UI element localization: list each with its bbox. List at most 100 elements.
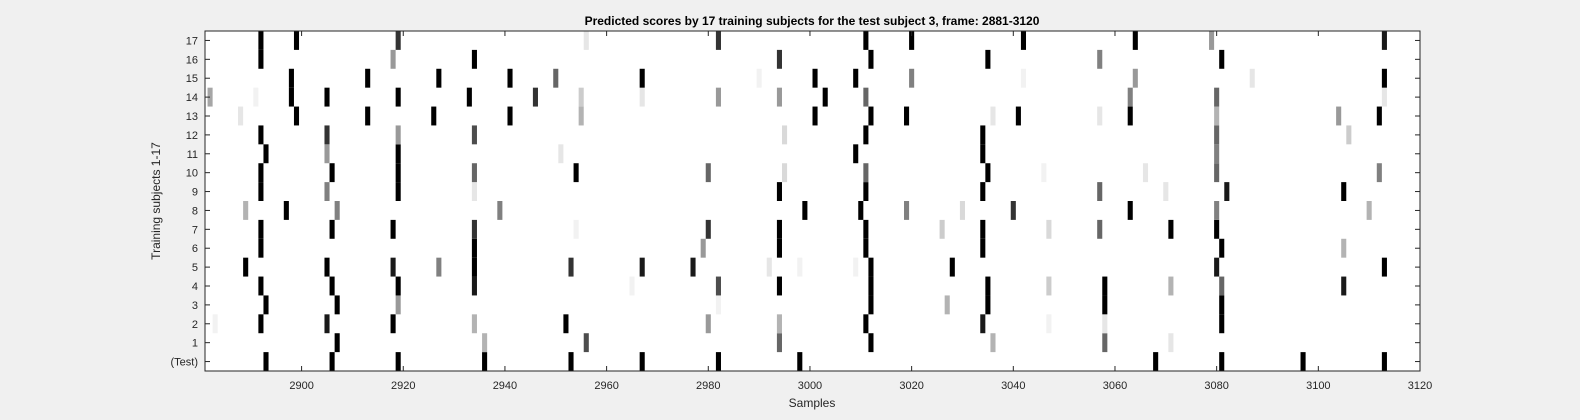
heatmap-cell bbox=[639, 352, 645, 371]
heatmap-cell bbox=[324, 314, 330, 334]
heatmap-cell bbox=[1015, 106, 1021, 126]
heatmap-cell bbox=[568, 352, 574, 371]
heatmap-cell bbox=[1341, 182, 1347, 201]
heatmap-cell bbox=[431, 106, 437, 126]
y-tick-label: 14 bbox=[186, 92, 198, 104]
heatmap-cell bbox=[1102, 295, 1108, 315]
heatmap-cell bbox=[868, 295, 874, 315]
heatmap-cell bbox=[258, 219, 264, 239]
heatmap-cell bbox=[258, 314, 264, 334]
heatmap-cell bbox=[985, 49, 991, 69]
heatmap-cell bbox=[985, 276, 991, 296]
heatmap-cell bbox=[776, 276, 782, 296]
heatmap-cell bbox=[471, 125, 477, 145]
y-tick-label: 11 bbox=[187, 149, 198, 161]
heatmap-cell bbox=[258, 163, 264, 183]
heatmap-cell bbox=[868, 333, 874, 353]
heatmap-cell bbox=[1041, 163, 1047, 183]
heatmap-cell bbox=[985, 163, 991, 183]
heatmap-cell bbox=[1163, 182, 1169, 201]
heatmap-cell bbox=[471, 219, 477, 239]
heatmap-cell bbox=[288, 87, 294, 107]
heatmap-cell bbox=[1219, 314, 1225, 334]
heatmap-cell bbox=[705, 219, 711, 239]
heatmap-cell bbox=[1132, 68, 1138, 88]
plot-frame bbox=[204, 30, 1421, 372]
heatmap-cell bbox=[715, 295, 721, 315]
x-axis: 2900 2920 2940 2960 2980 3000 3020 3040 3060 3080… bbox=[289, 31, 1432, 392]
heatmap-cell bbox=[939, 219, 945, 239]
heatmap-cell bbox=[395, 144, 401, 164]
heatmap-cell bbox=[583, 31, 589, 50]
heatmap-cell bbox=[471, 276, 477, 296]
heatmap-cell bbox=[980, 219, 986, 239]
heatmap-cell bbox=[863, 314, 869, 334]
heatmap-cell bbox=[909, 31, 915, 50]
heatmap-cell bbox=[639, 68, 645, 88]
heatmap-cell bbox=[258, 276, 264, 296]
heatmap-cell bbox=[797, 352, 803, 371]
heatmap-cell bbox=[395, 182, 401, 201]
heatmap-cell bbox=[329, 163, 335, 183]
heatmap-cell bbox=[573, 219, 579, 239]
heatmap-cell bbox=[568, 257, 574, 277]
heatmap-cell bbox=[365, 68, 371, 88]
heatmap-cell bbox=[482, 333, 488, 353]
heatmap-cell bbox=[1127, 87, 1133, 107]
heatmap-cell bbox=[390, 314, 396, 334]
heatmap-cell bbox=[324, 257, 330, 277]
heatmap-cell bbox=[1219, 352, 1225, 371]
y-tick-label: 12 bbox=[186, 130, 198, 142]
heatmap-cell bbox=[395, 31, 401, 50]
heatmap-cell bbox=[390, 219, 396, 239]
heatmap-cell bbox=[1097, 49, 1103, 69]
heatmap-cell bbox=[507, 68, 513, 88]
heatmap-cell bbox=[980, 182, 986, 201]
heatmap-cell bbox=[288, 68, 294, 88]
heatmap-cell bbox=[258, 238, 264, 258]
heatmap-cell bbox=[853, 144, 859, 164]
heatmap-cell bbox=[776, 333, 782, 353]
heatmap-cell bbox=[812, 106, 818, 126]
y-tick-label: 13 bbox=[186, 111, 198, 123]
heatmap-cell bbox=[1219, 276, 1225, 296]
heatmap-cell bbox=[639, 87, 645, 107]
heatmap-cell bbox=[1168, 276, 1174, 296]
x-tick-label: 2900 bbox=[289, 380, 313, 392]
heatmap-cell bbox=[258, 182, 264, 201]
heatmap-cell bbox=[782, 163, 788, 183]
heatmap-cell bbox=[1097, 219, 1103, 239]
y-tick-label: 5 bbox=[192, 262, 198, 274]
heatmap-cell bbox=[471, 257, 477, 277]
heatmap-cell bbox=[471, 238, 477, 258]
heatmap-cell bbox=[1046, 219, 1052, 239]
heatmap-cell bbox=[980, 238, 986, 258]
heatmap-cell bbox=[1376, 106, 1382, 126]
heatmap-cell bbox=[990, 333, 996, 353]
y-tick-label: 15 bbox=[186, 73, 198, 85]
x-tick-label: 2940 bbox=[493, 380, 517, 392]
heatmap-cell bbox=[812, 68, 818, 88]
heatmap-cell bbox=[1249, 68, 1255, 88]
heatmap-cell bbox=[1214, 219, 1220, 239]
heatmap-cell bbox=[705, 314, 711, 334]
heatmap-cell bbox=[868, 106, 874, 126]
heatmap-cell bbox=[1381, 257, 1387, 277]
heatmap-cell bbox=[990, 106, 996, 126]
heatmap-cell bbox=[471, 182, 477, 201]
heatmap-cell bbox=[258, 31, 264, 50]
heatmap-cell bbox=[329, 352, 335, 371]
heatmap-cell bbox=[207, 87, 213, 107]
heatmap-cell bbox=[1214, 87, 1220, 107]
y-tick-label: 17 bbox=[186, 35, 198, 47]
heatmap-cell bbox=[1336, 106, 1342, 126]
heatmap-cell bbox=[1224, 182, 1230, 201]
heatmap-cell bbox=[639, 257, 645, 277]
heatmap-cell bbox=[863, 125, 869, 145]
heatmap-cell bbox=[715, 276, 721, 296]
heatmap-cell bbox=[1046, 314, 1052, 334]
heatmap-cell bbox=[293, 106, 300, 126]
heatmap-cell bbox=[573, 163, 579, 183]
heatmap-cell bbox=[1376, 163, 1382, 183]
